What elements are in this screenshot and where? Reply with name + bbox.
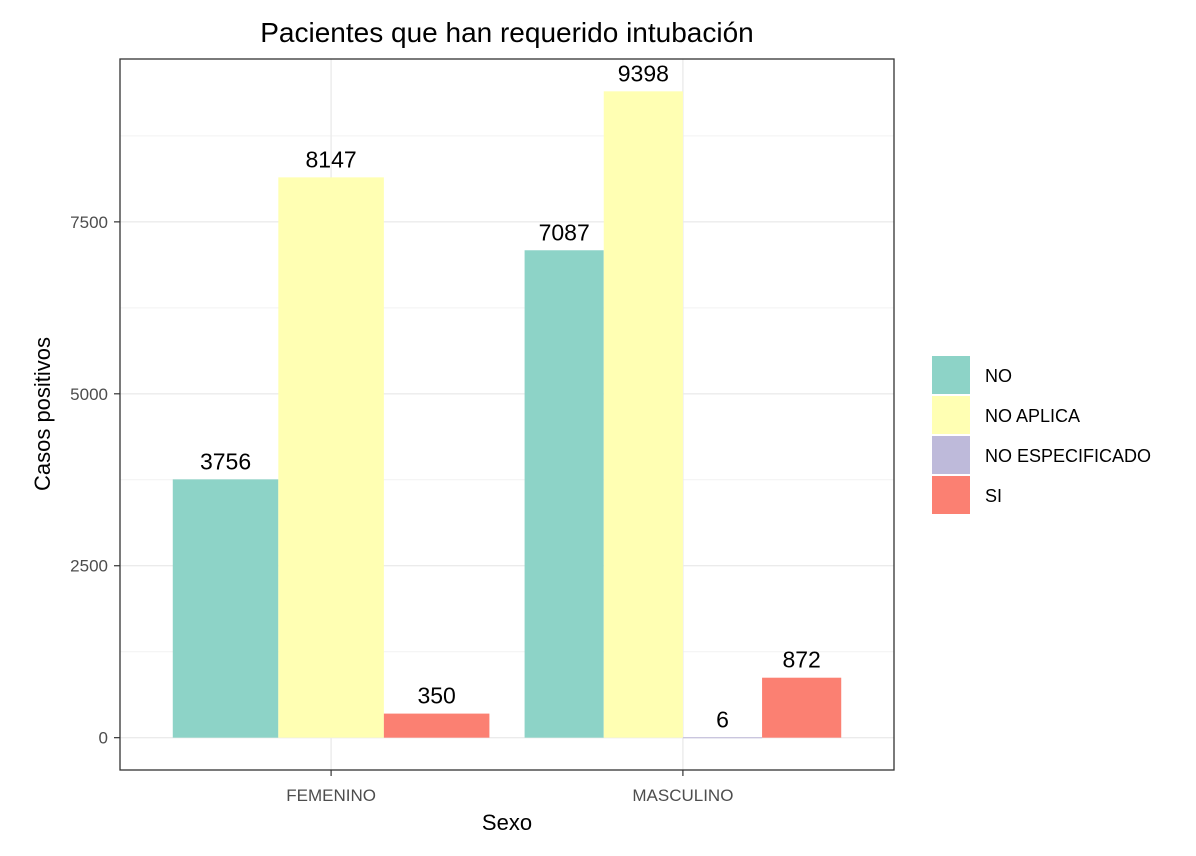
data-label-masculino-no-especificado: 6 [716,706,729,732]
data-label-masculino-no: 7087 [539,219,590,245]
legend-key-no-especificado [932,436,970,474]
data-label-femenino-si: 350 [417,683,455,709]
data-label-masculino-no-aplica: 9398 [618,60,669,86]
legend-label-si: SI [985,486,1002,506]
x-axis-title: Sexo [482,810,532,835]
legend-key-si [932,476,970,514]
y-axis: 0 2500 5000 7500 [70,213,120,748]
bar-masculino-no [524,250,604,738]
y-tick-label: 0 [99,729,108,748]
y-tick-label: 5000 [70,385,108,404]
bar-masculino-no-aplica [603,91,683,738]
legend-label-no: NO [985,366,1012,386]
legend-label-no-aplica: NO APLICA [985,406,1080,426]
legend-key-no-aplica [932,396,970,434]
bar-masculino-no-especificado [682,737,763,739]
bar-femenino-si [383,713,490,738]
y-axis-title: Casos positivos [30,337,55,491]
legend: NO NO APLICA NO ESPECIFICADO SI [932,356,1151,514]
data-label-femenino-no-aplica: 8147 [306,146,357,172]
bar-femenino-no-aplica [278,177,384,738]
legend-key-no [932,356,970,394]
chart-title: Pacientes que han requerido intubación [260,17,753,48]
bar-masculino-si [762,677,842,738]
y-tick-label: 7500 [70,213,108,232]
data-labels: 3756 8147 350 7087 9398 6 872 [200,60,821,732]
bar-femenino-no [172,479,279,738]
data-label-femenino-no: 3756 [200,448,251,474]
x-tick-label: MASCULINO [632,786,733,805]
y-tick-label: 2500 [70,557,108,576]
x-tick-label: FEMENINO [286,786,376,805]
bars [172,91,842,739]
legend-label-no-especificado: NO ESPECIFICADO [985,446,1151,466]
data-label-masculino-si: 872 [782,647,820,673]
panel-border [119,58,895,771]
x-axis: FEMENINO MASCULINO [286,770,733,805]
